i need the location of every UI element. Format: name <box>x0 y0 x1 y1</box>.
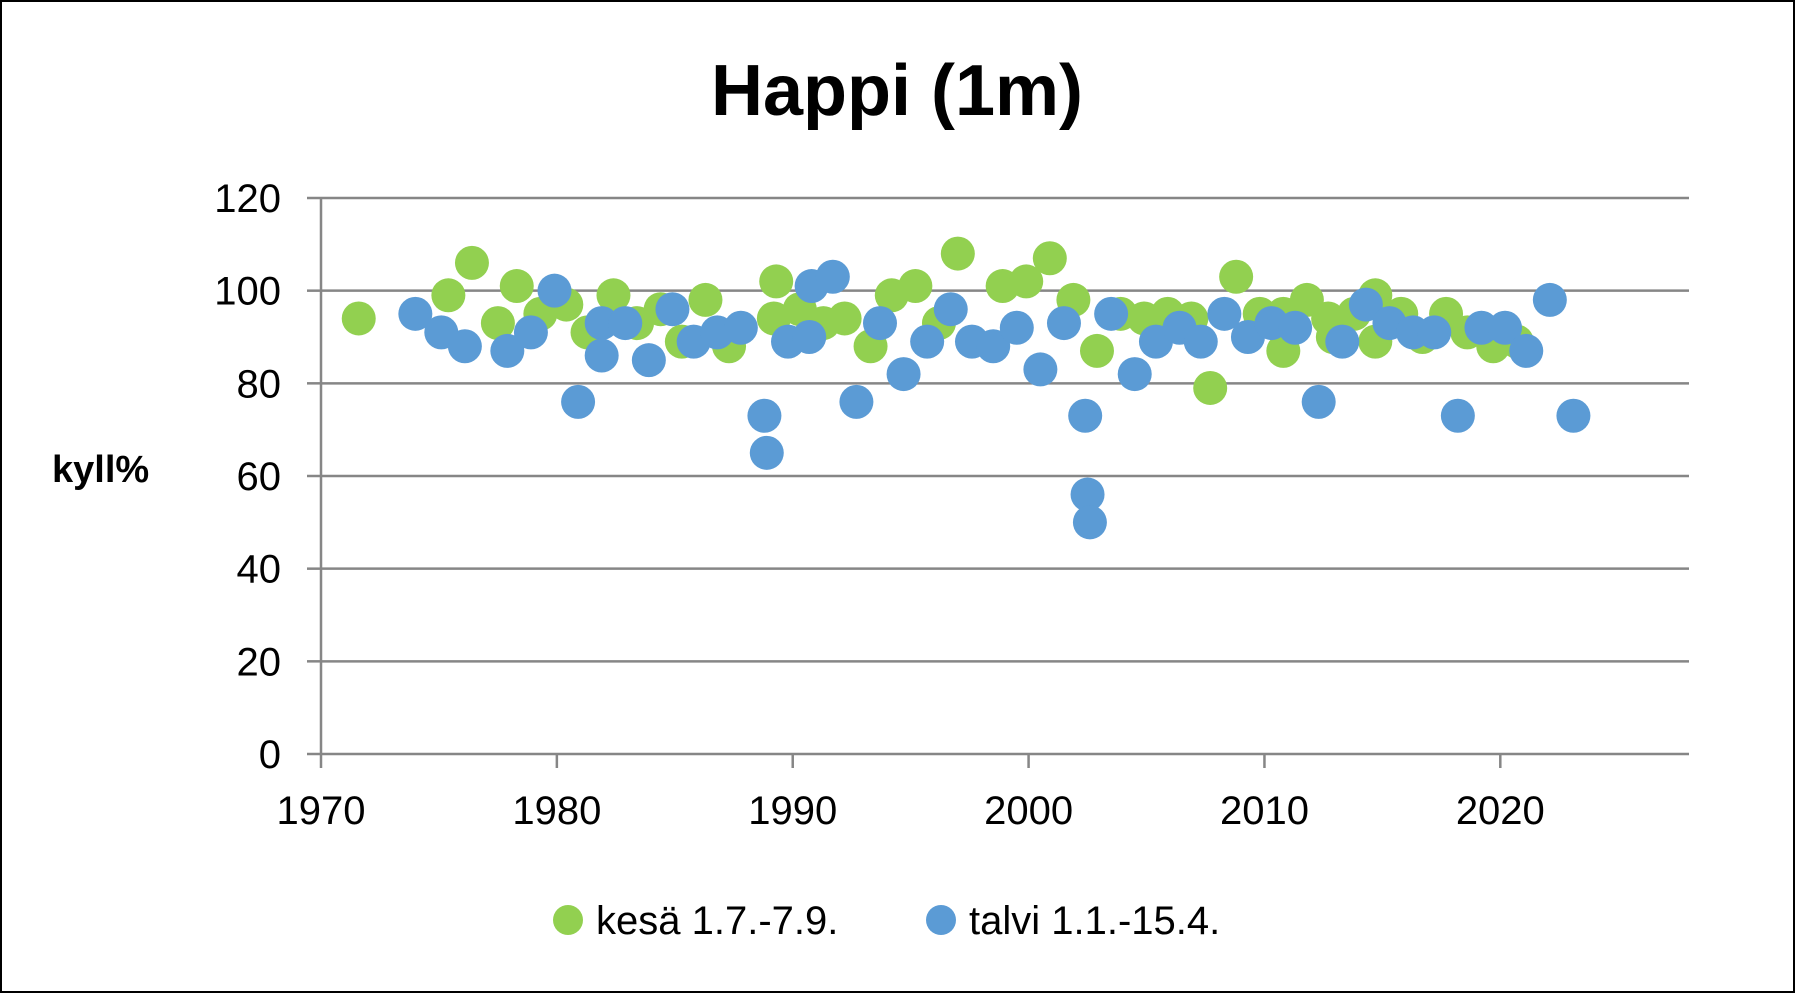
data-point <box>976 329 1011 364</box>
data-point <box>480 306 515 341</box>
legend-marker-0 <box>553 905 583 935</box>
data-point <box>827 301 862 336</box>
data-point <box>1193 370 1228 405</box>
gridlines <box>321 196 1689 663</box>
data-point <box>631 343 666 378</box>
data-point <box>1417 315 1452 350</box>
data-point <box>862 306 897 341</box>
data-point <box>499 269 534 304</box>
data-point <box>1325 324 1360 359</box>
data-point <box>886 357 921 392</box>
data-point <box>513 315 548 350</box>
y-tick-label: 60 <box>237 455 282 499</box>
data-point <box>910 324 945 359</box>
series-1 <box>398 259 1591 540</box>
x-tick-label: 1970 <box>277 789 366 833</box>
legend: kesä 1.7.-7.9. talvi 1.1.-15.4. <box>553 899 1220 943</box>
data-point <box>1117 357 1152 392</box>
data-point <box>1219 259 1254 294</box>
legend-marker-1 <box>926 905 956 935</box>
legend-label-0: kesä 1.7.-7.9. <box>596 899 838 943</box>
data-point <box>759 264 794 299</box>
data-point <box>454 245 489 280</box>
data-point <box>815 259 850 294</box>
data-point <box>596 278 631 313</box>
data-point <box>749 435 784 470</box>
data-point <box>561 384 596 419</box>
tick-labels: 0 20 40 60 80 100 120 1970 1980 1990 2000 2010 2020 <box>214 177 1545 833</box>
data-point <box>898 269 933 304</box>
y-tick-label: 100 <box>214 270 281 314</box>
data-point <box>999 310 1034 345</box>
data-point <box>1464 310 1499 345</box>
data-point <box>1009 264 1044 299</box>
data-point <box>655 292 690 327</box>
data-point <box>1023 352 1058 387</box>
y-tick-label: 20 <box>237 640 282 684</box>
data-point <box>1072 505 1107 540</box>
y-tick-label: 0 <box>259 733 281 777</box>
x-tick-label: 1980 <box>512 789 601 833</box>
data-point <box>1348 287 1383 322</box>
data-point <box>447 329 482 364</box>
y-tick-label: 80 <box>237 362 282 406</box>
x-tick-label: 2000 <box>984 789 1073 833</box>
x-tick-label: 2010 <box>1220 789 1309 833</box>
data-point <box>584 338 619 373</box>
data-point <box>1070 477 1105 512</box>
data-series <box>341 236 1591 540</box>
legend-label-1: talvi 1.1.-15.4. <box>969 899 1220 943</box>
chart-title: Happi (1m) <box>711 51 1083 131</box>
data-point <box>1079 333 1114 368</box>
data-point <box>1183 324 1218 359</box>
data-point <box>490 333 525 368</box>
data-point <box>1440 398 1475 433</box>
data-point <box>1301 384 1336 419</box>
y-tick-label: 120 <box>214 177 281 221</box>
data-point <box>1532 282 1567 317</box>
data-point <box>584 306 619 341</box>
x-tick-label: 1990 <box>748 789 837 833</box>
data-point <box>341 301 376 336</box>
data-point <box>747 398 782 433</box>
axes <box>307 196 1689 768</box>
data-point <box>1509 333 1544 368</box>
data-point <box>431 278 466 313</box>
data-point <box>1094 296 1129 331</box>
data-point <box>792 320 827 354</box>
data-point <box>1556 398 1591 433</box>
x-tick-label: 2020 <box>1456 789 1545 833</box>
data-point <box>537 273 572 308</box>
data-point <box>839 384 874 419</box>
data-point <box>1488 310 1523 345</box>
data-point <box>1068 398 1103 433</box>
data-point <box>1278 310 1313 345</box>
data-point <box>1046 306 1081 341</box>
y-tick-label: 40 <box>237 548 282 592</box>
data-point <box>688 282 723 317</box>
data-point <box>1032 241 1067 276</box>
y-axis-label: kyll% <box>52 449 149 491</box>
data-point <box>608 306 643 341</box>
data-point <box>398 296 433 331</box>
data-point <box>723 310 758 345</box>
data-point <box>933 292 968 327</box>
data-point <box>940 236 975 271</box>
data-point <box>1207 296 1242 331</box>
